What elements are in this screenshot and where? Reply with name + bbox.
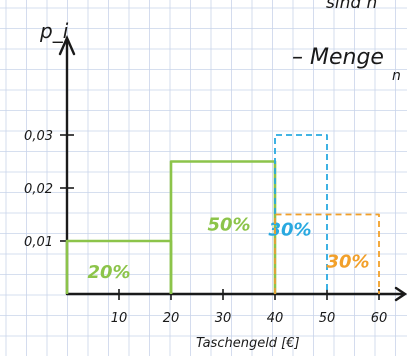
y-axis-label: p_i	[39, 19, 69, 43]
y-tick-label: 0,02	[24, 182, 53, 197]
bar-label: 50%	[207, 214, 250, 235]
bar-label: 30%	[326, 252, 369, 273]
bar-label: 20%	[87, 262, 130, 283]
x-axis-arrow	[394, 286, 407, 302]
x-tick-label: 40	[267, 311, 284, 326]
y-axis-arrow	[58, 35, 76, 56]
x-tick-label: 50	[319, 311, 336, 326]
x-tick-label: 20	[163, 311, 180, 326]
x-tick-label: 10	[111, 311, 128, 326]
bar-label: 30%	[268, 220, 311, 241]
histogram-bar	[274, 213, 380, 294]
note-line-1: sind n	[326, 0, 377, 13]
note-line-2: – Menge	[292, 45, 384, 70]
x-tick-label: 30	[215, 311, 232, 326]
y-tick-label: 0,03	[24, 129, 53, 144]
note-line-3: n	[392, 68, 401, 84]
x-tick-label: 60	[371, 311, 388, 326]
y-tick-label: 0,01	[24, 235, 53, 250]
histogram-bar	[169, 160, 277, 294]
x-axis-label: Taschengeld [€]	[196, 336, 300, 351]
